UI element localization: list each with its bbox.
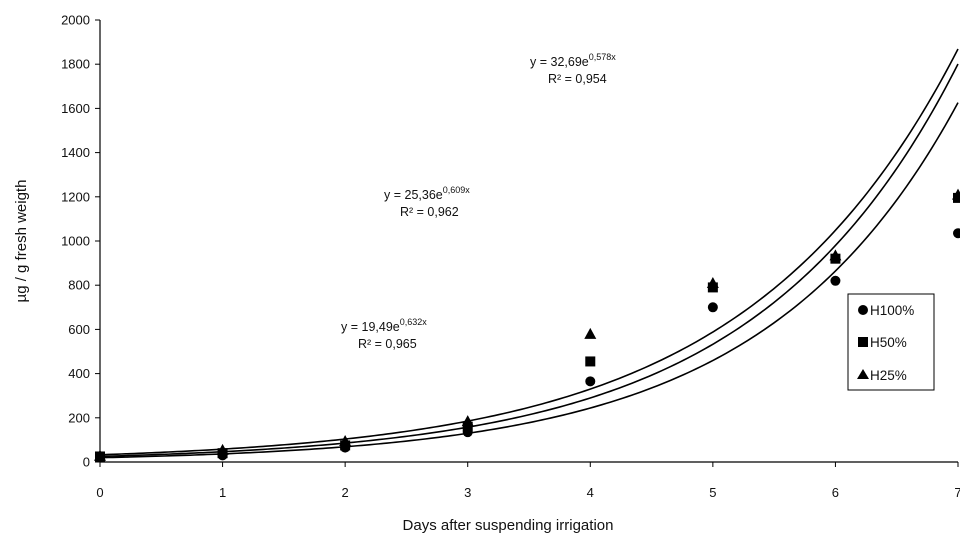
- y-tick-label: 200: [68, 410, 90, 425]
- y-axis-title: µg / g fresh weigth: [13, 180, 30, 303]
- y-tick-label: 2000: [61, 13, 90, 28]
- data-point-h25: [952, 188, 960, 200]
- data-point-h25: [339, 435, 352, 447]
- equation-h50-r2: R² = 0,962: [400, 205, 459, 219]
- data-point-h100: [707, 302, 718, 313]
- x-axis-title: Days after suspending irrigation: [403, 517, 614, 534]
- y-tick-label: 400: [68, 366, 90, 381]
- equation-h100-r2: R² = 0,965: [358, 337, 417, 351]
- y-tick-label: 800: [68, 278, 90, 293]
- data-point-h50: [462, 421, 473, 432]
- fit-curve-h50: [99, 63, 959, 458]
- x-tick-label: 0: [96, 485, 103, 500]
- data-point-h25: [216, 443, 229, 455]
- equation-h25-base: y = 32,69e: [530, 55, 589, 69]
- y-axis-ticks: 0 200 400 600 800 1000 1200 1400 1600 1800 2000: [61, 13, 100, 470]
- x-tick-label: 4: [587, 485, 594, 500]
- data-point-h100: [585, 376, 596, 387]
- legend-label-h50: H50%: [870, 335, 907, 350]
- legend: H100% H50% H25%: [847, 293, 935, 391]
- data-point-h50: [585, 356, 596, 367]
- x-tick-label: 3: [464, 485, 471, 500]
- equation-h25-r2: R² = 0,954: [548, 72, 607, 86]
- equation-h50-formula: y = 25,36e0,609x: [384, 185, 470, 202]
- x-tick-label: 2: [342, 485, 349, 500]
- y-tick-label: 1200: [61, 189, 90, 204]
- data-point-h25: [584, 327, 597, 339]
- legend-label-h25: H25%: [870, 368, 907, 383]
- plot-area: 0 200 400 600 800 1000 1200 1400 1600 1800 2000 0 1…: [61, 13, 960, 500]
- x-tick-label: 7: [954, 485, 960, 500]
- data-point-h25: [829, 249, 842, 261]
- equation-h100-exponent: 0,632x: [400, 317, 428, 327]
- data-point-h25: [461, 415, 474, 427]
- y-tick-label: 0: [83, 455, 90, 470]
- legend-label-h100: H100%: [870, 303, 914, 318]
- data-point-h100: [830, 275, 841, 286]
- equation-h50-base: y = 25,36e: [384, 188, 443, 202]
- equation-h25: y = 32,69e0,578x R² = 0,954: [530, 52, 616, 86]
- equation-h25-formula: y = 32,69e0,578x: [530, 52, 616, 69]
- fit-curve-h100: [99, 102, 959, 459]
- data-point-h25: [94, 449, 106, 461]
- equation-h25-exponent: 0,578x: [589, 52, 617, 62]
- x-axis-ticks: 0 1 2 3 4 5 6 7: [96, 462, 960, 500]
- x-tick-label: 1: [219, 485, 226, 500]
- x-tick-label: 6: [832, 485, 839, 500]
- y-tick-label: 1600: [61, 101, 90, 116]
- equation-h100: y = 19,49e0,632x R² = 0,965: [341, 317, 427, 351]
- equation-h100-formula: y = 19,49e0,632x: [341, 317, 427, 334]
- equation-h50-exponent: 0,609x: [443, 185, 471, 195]
- fit-curves: [99, 48, 959, 459]
- equation-h50: y = 25,36e0,609x R² = 0,962: [384, 185, 470, 219]
- legend-marker-h25: [857, 369, 869, 379]
- y-tick-label: 1800: [61, 57, 90, 72]
- data-point-h25: [706, 276, 719, 288]
- legend-marker-h100: [858, 305, 868, 315]
- equation-h100-base: y = 19,49e: [341, 320, 400, 334]
- y-tick-label: 1000: [61, 234, 90, 249]
- data-point-h100: [953, 228, 960, 239]
- fit-curve-h25: [99, 48, 959, 456]
- legend-marker-h50: [858, 337, 868, 347]
- y-tick-label: 600: [68, 322, 90, 337]
- y-tick-label: 1400: [61, 145, 90, 160]
- data-points: [94, 188, 960, 463]
- x-tick-label: 5: [709, 485, 716, 500]
